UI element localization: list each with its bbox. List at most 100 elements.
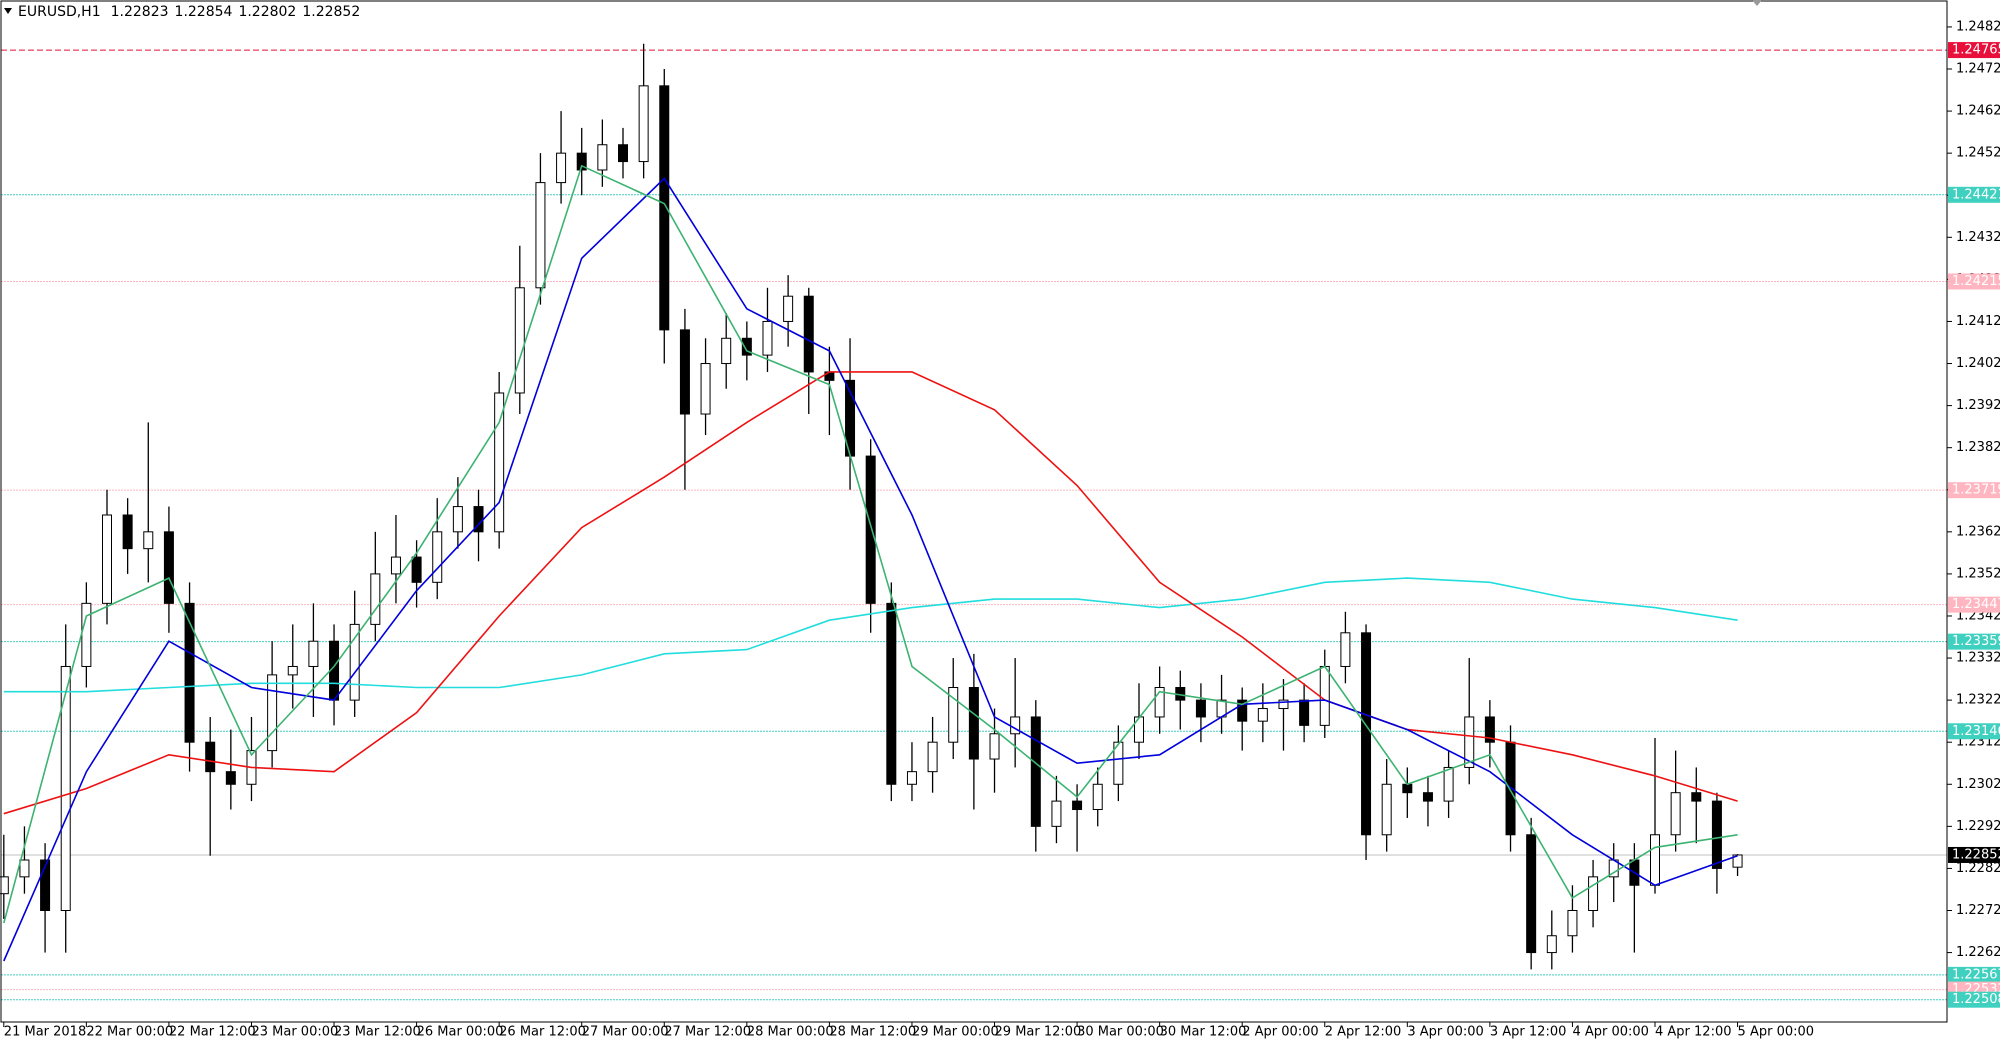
level-label: 1.24215 [1952, 274, 2000, 289]
level-label-bg [1948, 596, 2000, 613]
x-tick-label: 30 Mar 12:00 [1160, 1025, 1247, 1039]
candle-body [1484, 716, 1495, 743]
level-label-bg [1948, 42, 2000, 59]
level-label: 1.22567 [1952, 967, 2000, 982]
candle-body [968, 687, 979, 760]
candle-body [597, 144, 608, 171]
y-tick-label: 1.22720 [1956, 903, 2000, 918]
candle-body [287, 665, 298, 676]
y-tick-label: 1.24320 [1956, 230, 2000, 245]
level-label: 1.22508 [1952, 992, 2000, 1007]
candle-body [122, 514, 133, 550]
candle-body [81, 602, 92, 667]
candle-body [1319, 665, 1330, 726]
candle-body [1113, 741, 1124, 785]
candle-body [1670, 792, 1681, 836]
candle-body [19, 859, 30, 878]
plot-border [0, 0, 1948, 1023]
header-open: 1.22823 [111, 4, 169, 20]
x-tick-label: 27 Mar 00:00 [582, 1025, 669, 1039]
candle-body [1051, 800, 1062, 827]
candle-body [0, 876, 9, 895]
y-tick-label: 1.23220 [1956, 693, 2000, 708]
candle-body [1361, 632, 1372, 836]
x-tick-label: 22 Mar 00:00 [86, 1025, 173, 1039]
candle-body [556, 152, 567, 184]
level-label-bg [1948, 966, 2000, 983]
current-price-label-bg [1948, 846, 2000, 863]
moving-average [3, 164, 1738, 924]
candle-body [370, 573, 381, 625]
level-label: 1.23359 [1952, 634, 2000, 649]
x-tick-label: 26 Mar 00:00 [417, 1025, 504, 1039]
x-tick-label: 23 Mar 12:00 [334, 1025, 421, 1039]
level-label: 1.23146 [1952, 724, 2000, 739]
x-tick-label: 22 Mar 12:00 [169, 1025, 256, 1039]
level-label-bg [1948, 991, 2000, 1008]
candle-body [1546, 935, 1557, 954]
candle-body [1732, 854, 1743, 868]
candle-body [865, 455, 876, 604]
candle-body [1711, 800, 1722, 869]
candle-body [783, 295, 794, 322]
x-tick-label: 4 Apr 12:00 [1655, 1025, 1732, 1039]
menu-arrow[interactable] [4, 8, 12, 14]
candle-body [1650, 834, 1660, 886]
candle-body [679, 329, 690, 415]
x-tick-label: 28 Mar 12:00 [829, 1025, 916, 1039]
x-tick-label: 23 Mar 00:00 [251, 1025, 338, 1039]
x-tick-label: 2 Apr 12:00 [1325, 1025, 1402, 1039]
candle-body [267, 674, 278, 752]
current-price-label: 1.22852 [1952, 847, 2000, 862]
candle-body [514, 287, 525, 394]
candle-body [1691, 792, 1702, 802]
candle-body [1030, 716, 1041, 827]
y-tick-label: 1.23320 [1956, 651, 2000, 666]
chart-header: EURUSD,H1 1.22823 1.22854 1.22802 1.22852 [18, 4, 360, 20]
candle-body [1402, 783, 1413, 794]
plot-area [0, 43, 1947, 1001]
candle-body [700, 363, 711, 415]
y-tick-label: 1.23520 [1956, 566, 2000, 581]
y-tick-label: 1.22620 [1956, 945, 2000, 960]
candle-body [1092, 783, 1103, 811]
level-label: 1.23719 [1952, 483, 2000, 498]
candle-body [494, 392, 505, 533]
y-tick-label: 1.23620 [1956, 524, 2000, 539]
x-tick-label: 2 Apr 00:00 [1242, 1025, 1319, 1039]
moving-average [3, 371, 1738, 815]
candle-body [1154, 687, 1165, 718]
header-low: 1.22802 [238, 4, 296, 20]
candle-body [906, 771, 917, 785]
candle-body [1195, 699, 1206, 718]
candle-body [1505, 741, 1516, 836]
x-tick-label: 3 Apr 12:00 [1490, 1025, 1567, 1039]
candle-body [886, 602, 897, 785]
candle-body [576, 152, 587, 171]
x-tick-label: 30 Mar 00:00 [1077, 1025, 1164, 1039]
candle-body [1072, 800, 1083, 811]
candle-body [1567, 910, 1578, 937]
candle-body [1381, 783, 1392, 836]
x-tick-label: 5 Apr 00:00 [1738, 1025, 1815, 1039]
y-tick-label: 1.23920 [1956, 398, 2000, 413]
candle-body [349, 623, 360, 701]
candle-body [1340, 632, 1351, 667]
candle-body [184, 602, 195, 743]
candle-body [721, 337, 732, 365]
x-tick-label: 4 Apr 00:00 [1572, 1025, 1649, 1039]
candle-body [390, 556, 401, 575]
candle-body [1526, 834, 1537, 954]
candle-body [308, 640, 319, 667]
shift-marker [1752, 0, 1762, 6]
candle-body [927, 741, 938, 773]
level-label-bg [1948, 186, 2000, 203]
candle-body [40, 859, 51, 912]
candle-body [1443, 766, 1454, 802]
y-tick-label: 1.24820 [1956, 19, 2000, 34]
candle-body [163, 531, 174, 604]
candle-body [803, 295, 814, 373]
x-tick-label: 29 Mar 12:00 [995, 1025, 1082, 1039]
